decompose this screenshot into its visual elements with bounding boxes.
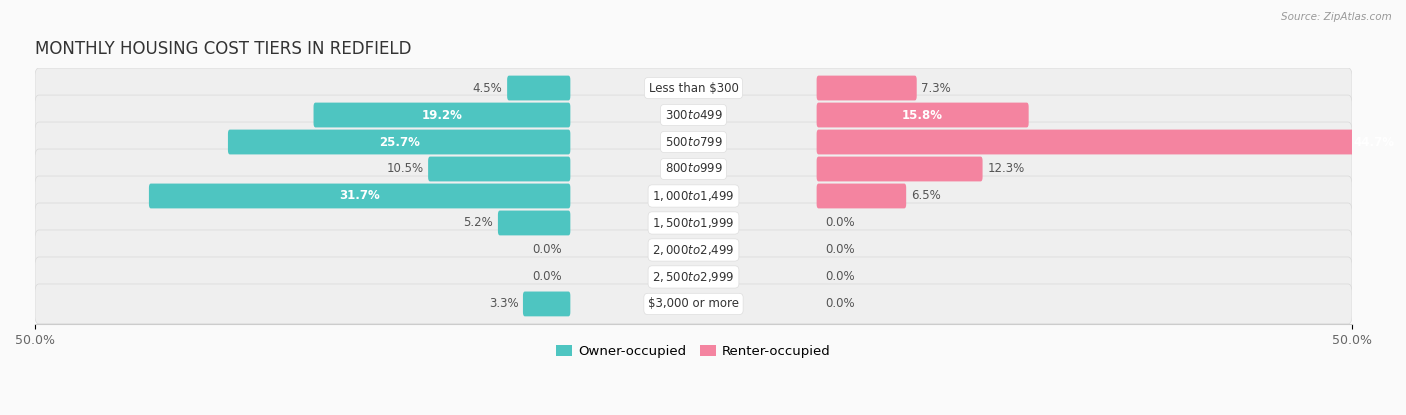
FancyBboxPatch shape [35,230,1353,270]
Text: 44.7%: 44.7% [1354,136,1395,149]
FancyBboxPatch shape [508,76,571,100]
FancyBboxPatch shape [35,68,1353,108]
FancyBboxPatch shape [314,103,571,127]
Text: 0.0%: 0.0% [825,244,855,256]
FancyBboxPatch shape [35,203,1353,243]
Text: 10.5%: 10.5% [387,163,423,176]
Text: 4.5%: 4.5% [472,81,502,95]
Text: $2,500 to $2,999: $2,500 to $2,999 [652,270,735,284]
Text: 15.8%: 15.8% [903,108,943,122]
Legend: Owner-occupied, Renter-occupied: Owner-occupied, Renter-occupied [551,340,837,364]
FancyBboxPatch shape [427,156,571,181]
FancyBboxPatch shape [817,156,983,181]
FancyBboxPatch shape [817,183,907,208]
FancyBboxPatch shape [817,129,1406,154]
Text: $1,000 to $1,499: $1,000 to $1,499 [652,189,735,203]
Text: 0.0%: 0.0% [531,244,562,256]
Text: 6.5%: 6.5% [911,190,941,203]
Text: 0.0%: 0.0% [825,271,855,283]
FancyBboxPatch shape [817,76,917,100]
Text: MONTHLY HOUSING COST TIERS IN REDFIELD: MONTHLY HOUSING COST TIERS IN REDFIELD [35,40,412,58]
Text: 19.2%: 19.2% [422,108,463,122]
FancyBboxPatch shape [35,95,1353,135]
Text: Source: ZipAtlas.com: Source: ZipAtlas.com [1281,12,1392,22]
Text: 0.0%: 0.0% [531,271,562,283]
FancyBboxPatch shape [35,149,1353,189]
FancyBboxPatch shape [228,129,571,154]
FancyBboxPatch shape [817,103,1029,127]
Text: 12.3%: 12.3% [987,163,1025,176]
Text: $2,000 to $2,499: $2,000 to $2,499 [652,243,735,257]
Text: 3.3%: 3.3% [489,298,519,310]
FancyBboxPatch shape [35,122,1353,162]
FancyBboxPatch shape [35,284,1353,324]
Text: $500 to $799: $500 to $799 [665,136,723,149]
FancyBboxPatch shape [35,257,1353,297]
Text: 5.2%: 5.2% [464,217,494,229]
Text: 25.7%: 25.7% [378,136,419,149]
Text: $3,000 or more: $3,000 or more [648,298,740,310]
FancyBboxPatch shape [149,183,571,208]
Text: 31.7%: 31.7% [339,190,380,203]
Text: $1,500 to $1,999: $1,500 to $1,999 [652,216,735,230]
FancyBboxPatch shape [498,210,571,235]
Text: Less than $300: Less than $300 [648,81,738,95]
FancyBboxPatch shape [523,291,571,316]
Text: $300 to $499: $300 to $499 [665,108,723,122]
FancyBboxPatch shape [35,176,1353,216]
Text: 0.0%: 0.0% [825,217,855,229]
Text: 0.0%: 0.0% [825,298,855,310]
Text: 7.3%: 7.3% [921,81,950,95]
Text: $800 to $999: $800 to $999 [665,163,723,176]
